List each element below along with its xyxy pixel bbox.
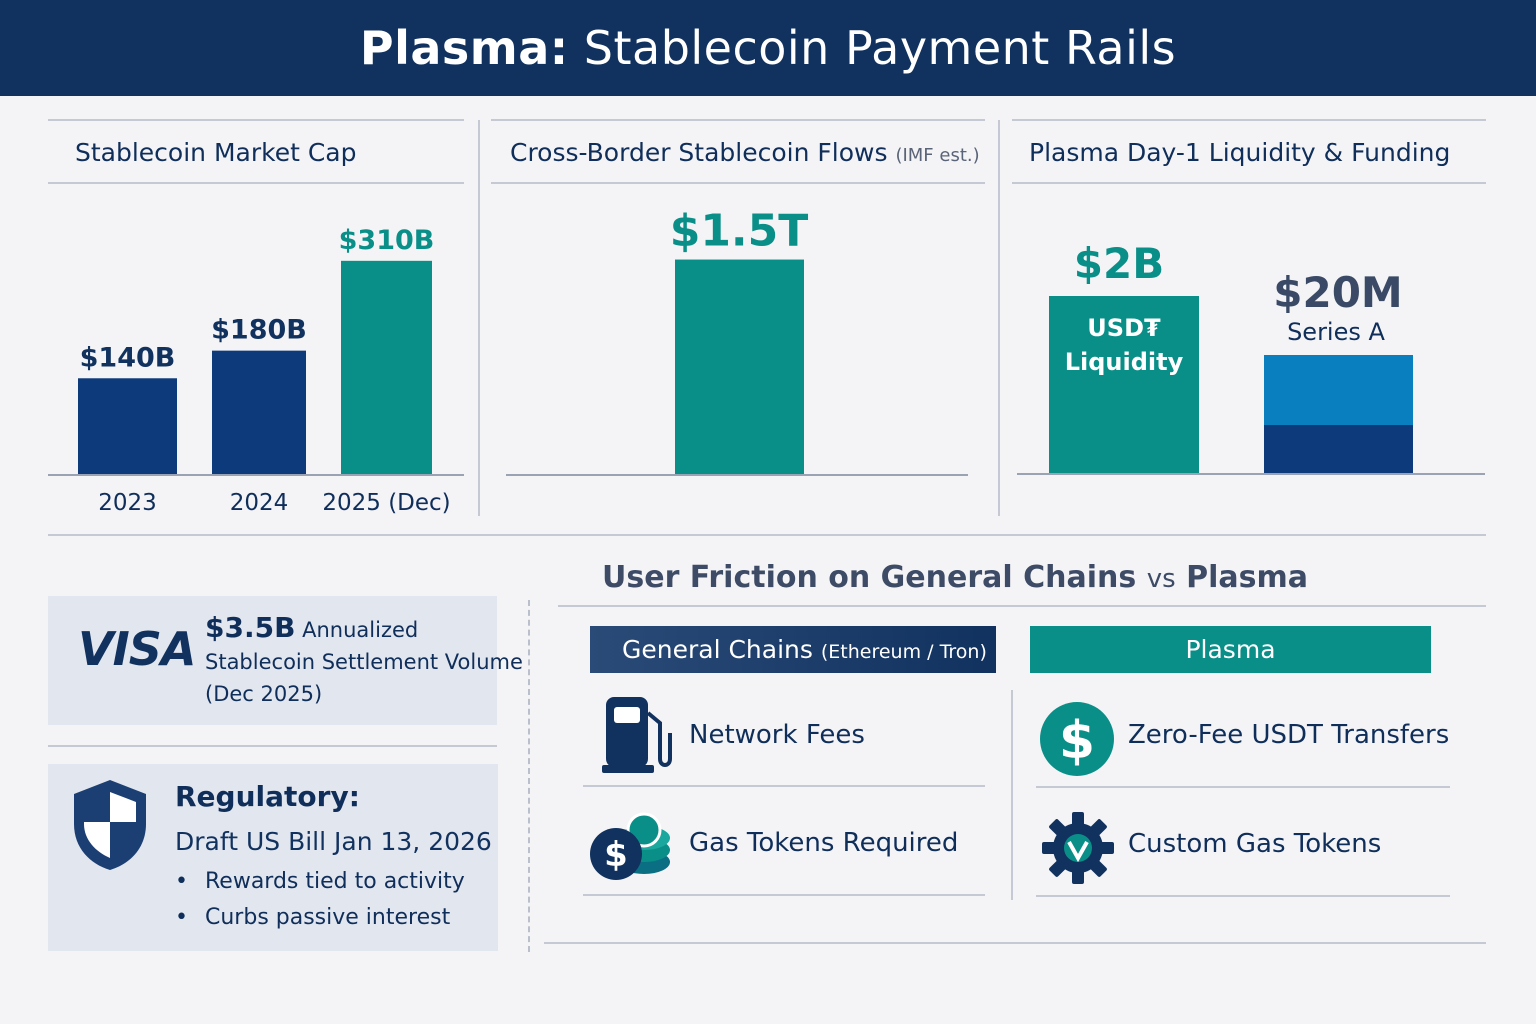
usdt-liquidity-label-line1: USD₮ <box>1087 314 1161 342</box>
svg-text:$: $ <box>604 835 628 875</box>
market-cap-value-label: $180B <box>211 315 307 346</box>
cross-border-bar <box>675 259 804 475</box>
gear-icon <box>1042 812 1114 884</box>
usdt-liquidity-value-label: $2B <box>1074 239 1164 288</box>
divider <box>491 119 985 121</box>
visa-line2: Stablecoin Settlement Volume <box>205 650 523 674</box>
series-a-value-label: $20M <box>1273 268 1402 317</box>
general-chains-header: General Chains (Ethereum / Tron) <box>590 626 996 673</box>
divider <box>583 894 985 896</box>
divider <box>1036 786 1450 788</box>
market-cap-chart: $140B 2023 $180B 2024 $310B 2025 (Dec) <box>48 225 464 516</box>
cross-border-title: Cross-Border Stablecoin Flows (IMF est.) <box>510 138 980 167</box>
svg-text:$: $ <box>1059 711 1095 771</box>
series-a-bar-top <box>1264 355 1413 425</box>
fuel-pump-icon <box>602 697 672 773</box>
dollar-circle-icon: $ <box>1040 702 1114 776</box>
liquidity-chart: $2B USD₮ Liquidity $20M Series A <box>1017 239 1485 475</box>
divider <box>48 745 497 747</box>
market-cap-tick-label: 2023 <box>98 490 157 516</box>
liquidity-title: Plasma Day-1 Liquidity & Funding <box>1029 138 1451 167</box>
market-cap-tick-label: 2024 <box>230 490 289 516</box>
market-cap-tick-label: 2025 (Dec) <box>322 490 450 516</box>
divider <box>48 182 464 184</box>
regulatory-subtitle: Draft US Bill Jan 13, 2026 <box>175 827 492 856</box>
visa-card: VISA $3.5B Annualized Stablecoin Settlem… <box>48 596 523 725</box>
regulatory-card: Regulatory: Draft US Bill Jan 13, 2026 R… <box>48 764 498 951</box>
cross-border-value-label: $1.5T <box>670 206 809 257</box>
market-cap-title: Stablecoin Market Cap <box>75 138 357 167</box>
divider <box>583 785 985 787</box>
visa-line3: (Dec 2025) <box>205 682 323 706</box>
dotted-divider <box>528 600 530 952</box>
plasma-row-label: Zero-Fee USDT Transfers <box>1128 720 1450 750</box>
series-a-bar-bottom <box>1264 425 1413 474</box>
divider <box>1011 690 1013 900</box>
regulatory-bullet: Curbs passive interest <box>175 905 450 930</box>
divider <box>544 942 1486 944</box>
page-title: Plasma: Stablecoin Payment Rails <box>359 21 1177 75</box>
general-row-label: Gas Tokens Required <box>689 828 959 858</box>
regulatory-title: Regulatory: <box>175 780 360 813</box>
visa-logo: VISA <box>78 622 196 676</box>
visa-amount: $3.5B <box>205 611 296 644</box>
divider <box>478 120 480 516</box>
section-divider <box>48 534 1486 536</box>
divider <box>1012 119 1486 121</box>
market-cap-value-label: $140B <box>80 342 176 373</box>
market-cap-bar <box>78 378 177 475</box>
friction-title: User Friction on General Chains vs Plasm… <box>602 560 1308 595</box>
market-cap-value-label: $310B <box>339 225 435 256</box>
usdt-liquidity-bar <box>1049 296 1199 474</box>
usdt-liquidity-label-line2: Liquidity <box>1065 348 1184 376</box>
series-a-label: Series A <box>1287 318 1385 346</box>
divider <box>1012 182 1486 184</box>
divider <box>491 182 985 184</box>
cross-border-chart: $1.5T <box>506 206 968 476</box>
regulatory-bullet: Rewards tied to activity <box>175 869 465 894</box>
plasma-header: Plasma <box>1030 626 1431 673</box>
general-row-label: Network Fees <box>689 720 865 750</box>
page-header: Plasma: Stablecoin Payment Rails <box>0 0 1536 96</box>
shield-icon <box>74 780 146 870</box>
visa-stat: $3.5B Annualized Stablecoin Settlement V… <box>205 612 523 710</box>
market-cap-bar <box>341 260 432 475</box>
coins-stack-icon: $ <box>590 812 670 880</box>
divider <box>998 120 1000 516</box>
market-cap-bar <box>212 350 306 475</box>
plasma-row-label: Custom Gas Tokens <box>1128 829 1382 859</box>
divider <box>48 119 464 121</box>
divider <box>1036 895 1450 897</box>
divider <box>558 605 1486 607</box>
